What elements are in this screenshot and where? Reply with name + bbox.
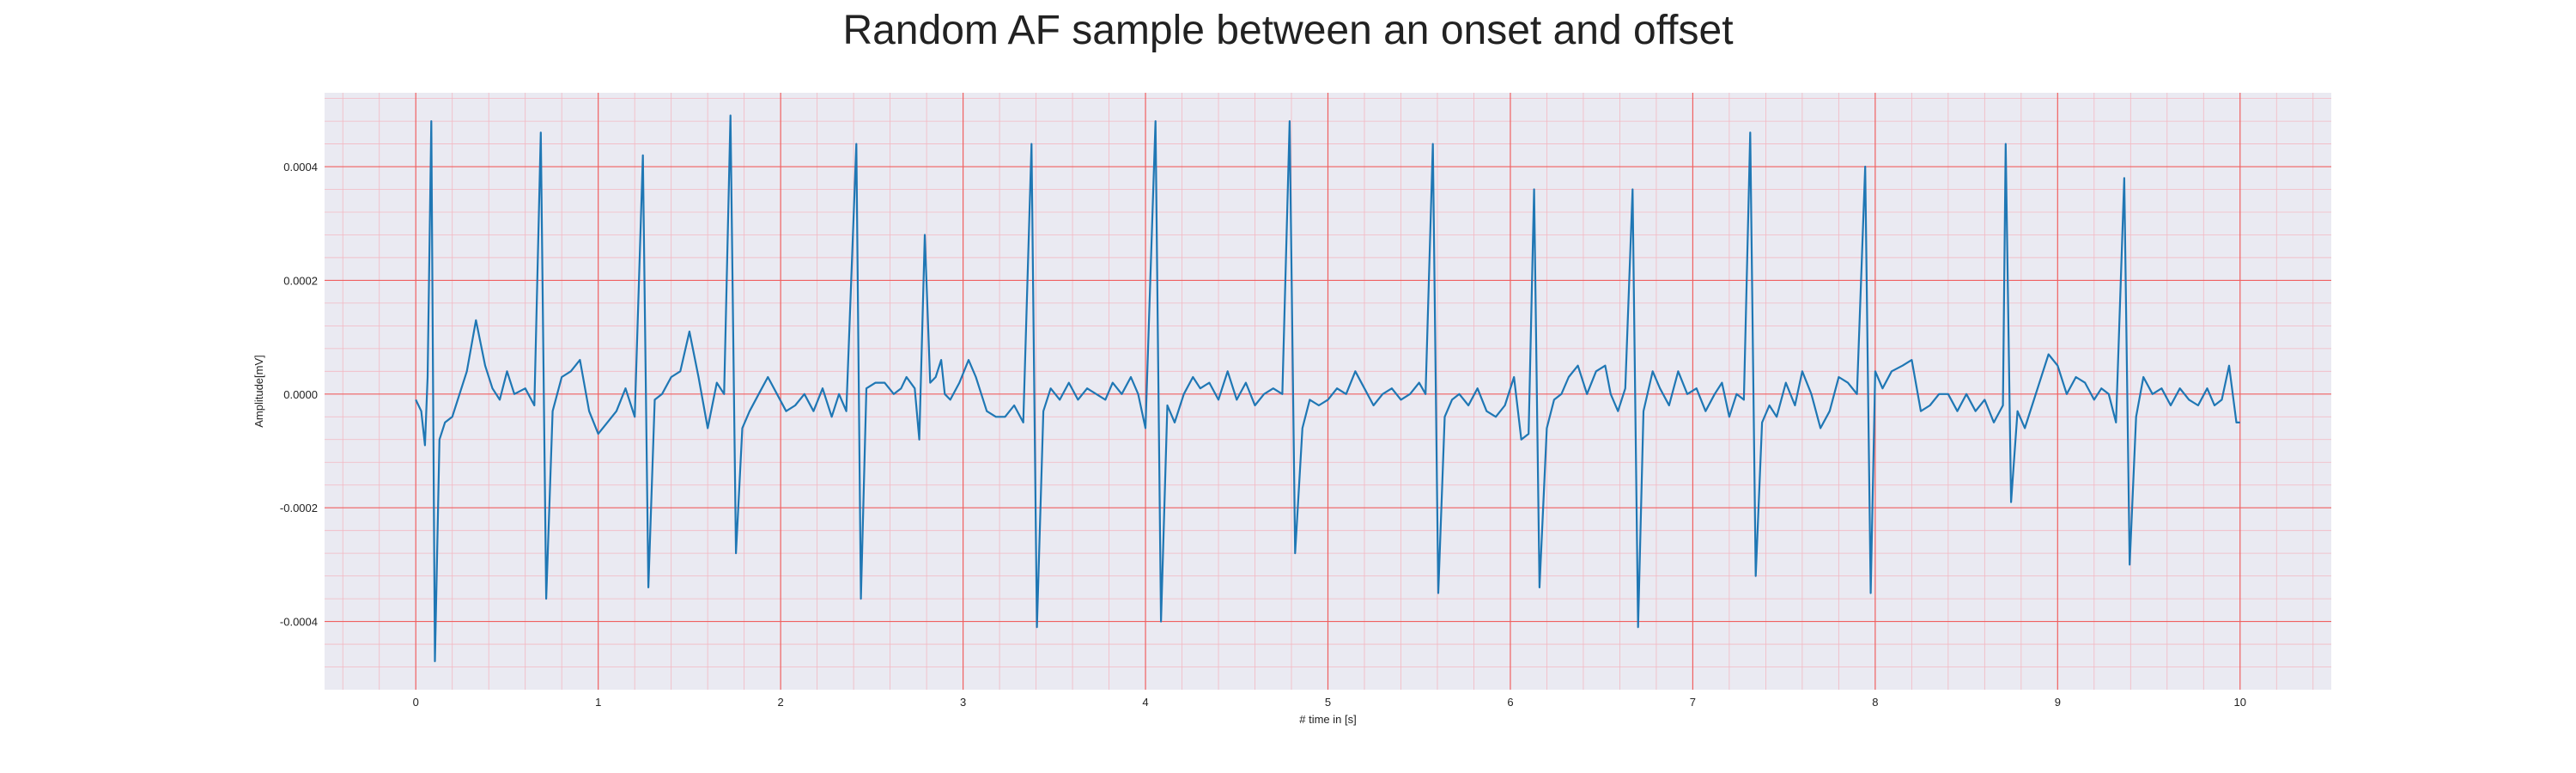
x-tick-label: 9 — [2055, 696, 2061, 709]
x-tick-label: 2 — [778, 696, 784, 709]
x-tick-label: 0 — [413, 696, 419, 709]
y-tick-label: -0.0004 — [280, 616, 318, 629]
chart-title: Random AF sample between an onset and of… — [842, 8, 1734, 53]
y-tick-label: 0.0000 — [283, 388, 318, 401]
y-tick-label: 0.0004 — [283, 161, 318, 173]
y-axis-ticks: -0.0004 -0.0002 0.0000 0.0002 0.0004 — [280, 161, 318, 629]
x-tick-label: 1 — [595, 696, 601, 709]
x-tick-label: 10 — [2234, 696, 2246, 709]
x-axis-label: # time in [s] — [1299, 713, 1356, 726]
x-tick-label: 3 — [960, 696, 966, 709]
x-tick-label: 5 — [1325, 696, 1331, 709]
major-grid — [325, 93, 2331, 690]
x-axis-ticks: 0 1 2 3 4 5 6 7 8 9 10 — [413, 696, 2246, 709]
x-tick-label: 8 — [1872, 696, 1878, 709]
x-tick-label: 7 — [1690, 696, 1696, 709]
y-axis-label: Amplitude[mV] — [252, 355, 265, 428]
x-tick-label: 4 — [1142, 696, 1148, 709]
series-line — [415, 114, 2240, 662]
y-tick-label: -0.0002 — [280, 502, 318, 514]
y-tick-label: 0.0002 — [283, 274, 318, 287]
x-tick-label: 6 — [1507, 696, 1513, 709]
